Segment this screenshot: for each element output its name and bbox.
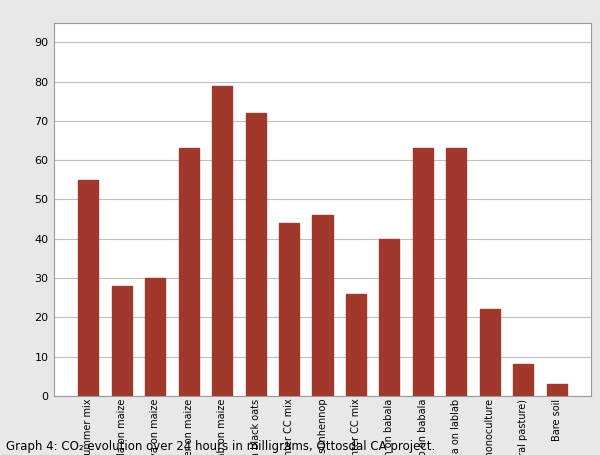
Bar <box>379 239 400 396</box>
Bar <box>547 384 566 396</box>
Bar <box>79 180 98 396</box>
Bar <box>279 223 299 396</box>
Bar <box>313 215 332 396</box>
Bar <box>513 364 533 396</box>
Text: Graph 4: CO₂ evolution over 24 hours in milligrams, Ottosdal CA project.: Graph 4: CO₂ evolution over 24 hours in … <box>6 440 435 453</box>
Bar <box>446 148 466 396</box>
Bar <box>112 286 132 396</box>
Bar <box>212 86 232 396</box>
Bar <box>479 309 500 396</box>
Bar <box>346 294 366 396</box>
Bar <box>413 148 433 396</box>
Bar <box>179 148 199 396</box>
Bar <box>245 113 266 396</box>
Bar <box>145 278 166 396</box>
